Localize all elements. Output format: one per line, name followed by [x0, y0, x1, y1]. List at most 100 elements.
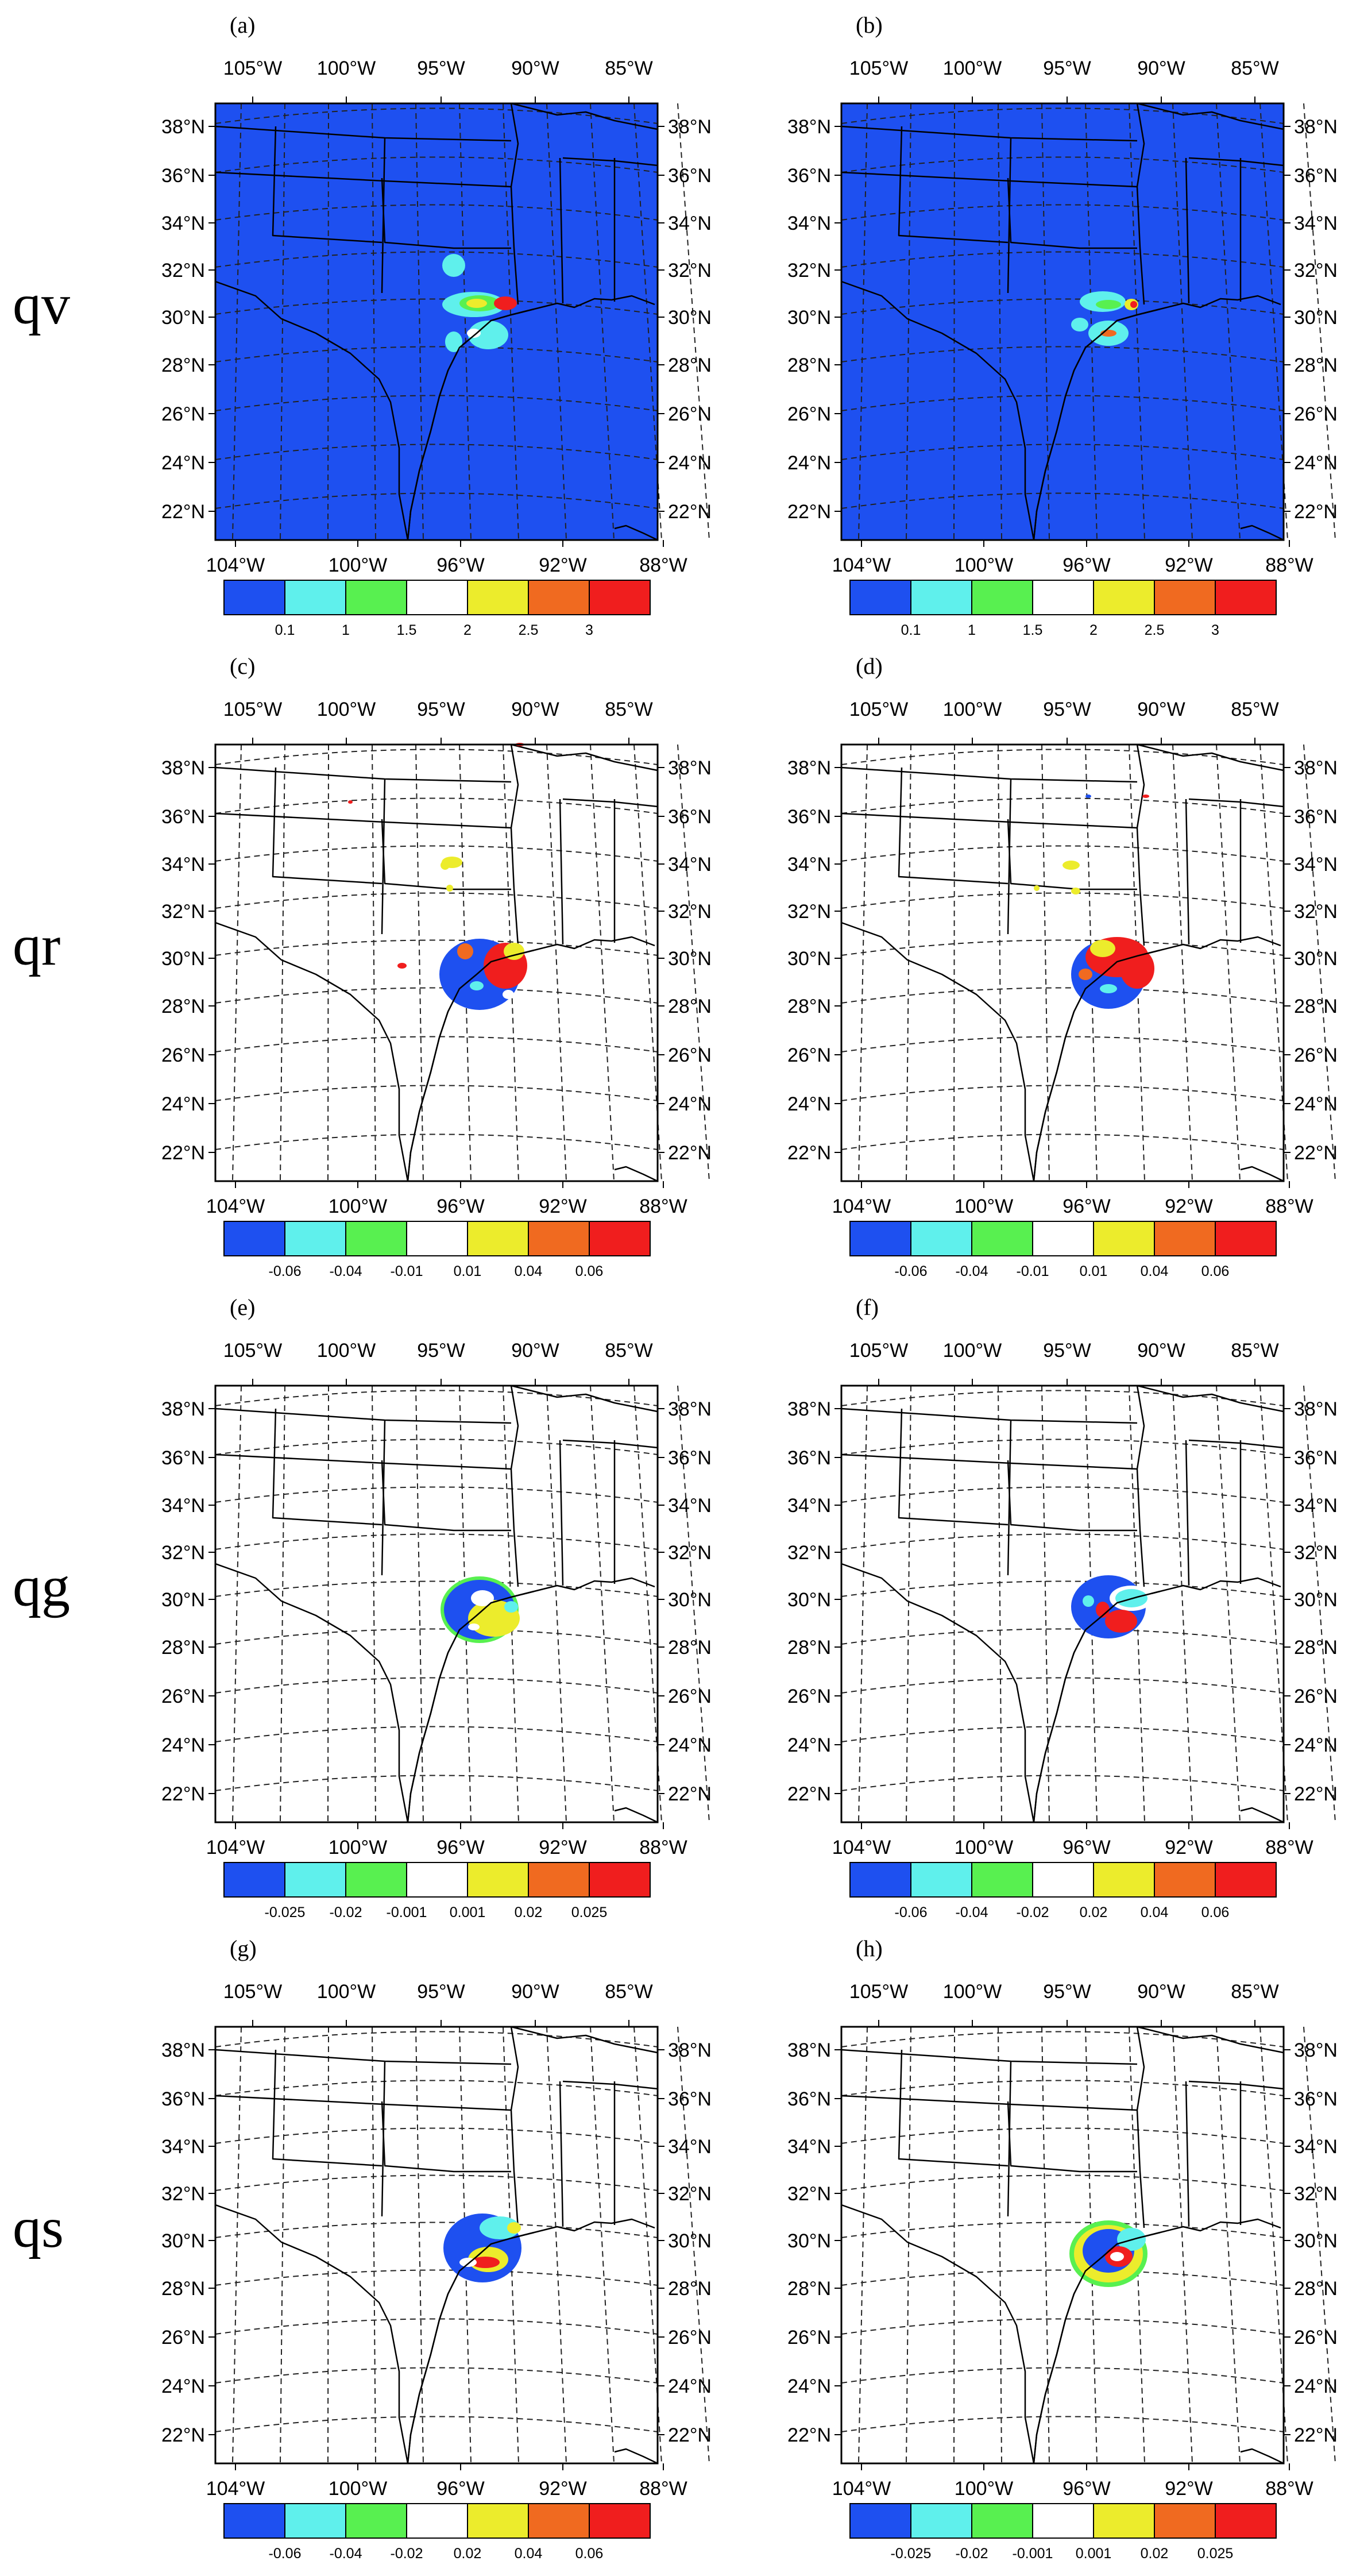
- latitude-line: [215, 204, 658, 221]
- longitude-line: [1303, 103, 1336, 541]
- lat-label-right: 26°N: [1294, 1686, 1338, 1707]
- colorbar-tick-label: 0.025: [571, 1904, 608, 1921]
- lat-label-left: 32°N: [161, 1542, 205, 1564]
- colorbar: -0.06 -0.04 -0.01 0.01 0.04 0.06: [223, 1221, 651, 1279]
- lon-label-top: 85°W: [1231, 1981, 1279, 2003]
- colorbar-tick-label: 0.1: [901, 622, 921, 638]
- latitude-line: [215, 2222, 658, 2238]
- latitude-line: [215, 1486, 658, 1503]
- field-contour: [348, 800, 353, 804]
- lat-label-right: 34°N: [1294, 1495, 1338, 1517]
- latitude-line: [841, 1533, 1284, 1550]
- colorbar: 0.1 1 1.5 2 2.5 3: [849, 580, 1277, 638]
- longitude-line: [1216, 1385, 1241, 1823]
- lat-label-right: 24°N: [668, 452, 712, 474]
- lat-label-right: 36°N: [1294, 2088, 1338, 2110]
- lat-label-right: 30°N: [668, 2230, 712, 2252]
- colorbar-swatch: [1093, 2503, 1155, 2539]
- longitude-line: [546, 103, 567, 541]
- longitude-line: [372, 2026, 376, 2464]
- lat-label-right: 36°N: [1294, 806, 1338, 828]
- boundary-line: [534, 295, 655, 310]
- colorbar-swatch: [971, 1221, 1033, 1256]
- longitude-line: [546, 744, 567, 1182]
- lat-label-left: 24°N: [161, 1093, 205, 1115]
- field-contour: [1130, 301, 1137, 308]
- lon-label-top: 95°W: [1043, 1981, 1091, 2003]
- latitude-line: [215, 298, 658, 315]
- lat-label-right: 36°N: [1294, 1447, 1338, 1469]
- lon-label-top: 105°W: [849, 699, 908, 720]
- lon-label-top: 105°W: [849, 1340, 908, 1362]
- latitude-line: [215, 939, 658, 956]
- longitude-line: [372, 1385, 376, 1823]
- boundary-line: [841, 280, 1035, 541]
- colorbar-swatch: [1093, 1221, 1155, 1256]
- lon-label-bottom: 104°W: [832, 554, 891, 576]
- lat-label-right: 30°N: [1294, 2230, 1338, 2252]
- lat-label-right: 26°N: [668, 2327, 712, 2349]
- lat-label-left: 24°N: [787, 1093, 831, 1115]
- longitude-line: [677, 103, 710, 541]
- lat-label-right: 24°N: [668, 1734, 712, 1756]
- colorbar-tick-label: 1.5: [397, 622, 417, 638]
- latitude-line: [215, 749, 658, 765]
- coastline: [1033, 1590, 1161, 1823]
- lat-label-right: 38°N: [668, 757, 712, 779]
- lat-label-right: 36°N: [668, 806, 712, 828]
- lat-label-left: 28°N: [161, 354, 205, 376]
- lat-label-left: 28°N: [787, 1637, 831, 1659]
- row-label-qs: qs: [13, 2196, 64, 2259]
- lat-label-right: 32°N: [668, 2183, 712, 2205]
- lon-label-top: 100°W: [943, 1340, 1002, 1362]
- boundary-line: [215, 1453, 512, 1470]
- colorbar-tick-label: 0.02: [1141, 2546, 1169, 2562]
- panel-g: (g) 105°W 100°W 95°W 90°W 85°W 104°W 100°W 96°W 9…: [109, 1935, 741, 2567]
- panel-letter: (c): [230, 653, 256, 679]
- colorbar: -0.06 -0.04 -0.01 0.01 0.04 0.06: [849, 1221, 1277, 1279]
- coastline: [1033, 949, 1161, 1182]
- lat-label-left: 22°N: [787, 1783, 831, 1805]
- colorbar-swatch: [406, 2503, 468, 2539]
- field-contour: [1071, 888, 1080, 894]
- longitude-line: [590, 744, 615, 1182]
- lat-label-right: 26°N: [668, 1044, 712, 1066]
- latitude-line: [841, 1439, 1284, 1455]
- longitude-line: [1129, 103, 1145, 541]
- colorbar-swatch: [1154, 580, 1216, 615]
- latitude-line: [215, 2031, 658, 2047]
- lat-label-left: 24°N: [161, 1734, 205, 1756]
- colorbar-tick-label: 0.04: [1141, 1263, 1169, 1279]
- lon-label-bottom: 104°W: [206, 1196, 265, 1217]
- longitude-line: [677, 744, 710, 1182]
- lon-label-bottom: 92°W: [1165, 1196, 1213, 1217]
- boundary-line: [215, 2049, 512, 2065]
- lat-label-left: 30°N: [787, 307, 831, 329]
- colorbar-swatch: [849, 580, 911, 615]
- field-contour: [470, 981, 484, 990]
- latitude-line: [841, 492, 1284, 509]
- latitude-line: [841, 2318, 1284, 2335]
- lat-label-left: 24°N: [161, 2376, 205, 2397]
- colorbar-tick-label: -0.01: [1017, 1263, 1049, 1279]
- map-background: [841, 103, 1284, 540]
- boundary-line: [841, 125, 1138, 142]
- colorbar-swatch: [345, 1862, 407, 1898]
- lon-label-bottom: 100°W: [955, 1837, 1013, 1858]
- longitude-line: [1216, 103, 1241, 541]
- colorbar-swatch: [1154, 1862, 1216, 1898]
- lat-label-right: 38°N: [1294, 2039, 1338, 2061]
- boundary-line: [559, 799, 564, 945]
- colorbar-swatch: [1093, 1862, 1155, 1898]
- colorbar-tick-label: 0.06: [575, 2546, 604, 2562]
- field-contour: [1071, 318, 1088, 331]
- latitude-line: [215, 1390, 658, 1406]
- boundary-line: [898, 767, 1009, 885]
- colorbar-tick-label: 0.04: [1141, 1904, 1169, 1921]
- longitude-line: [998, 2026, 1002, 2464]
- lat-label-left: 32°N: [161, 2183, 205, 2205]
- colorbar-swatch: [910, 1221, 972, 1256]
- boundary-line: [1185, 799, 1190, 945]
- field-contour: [446, 885, 453, 892]
- lat-label-right: 30°N: [668, 1589, 712, 1611]
